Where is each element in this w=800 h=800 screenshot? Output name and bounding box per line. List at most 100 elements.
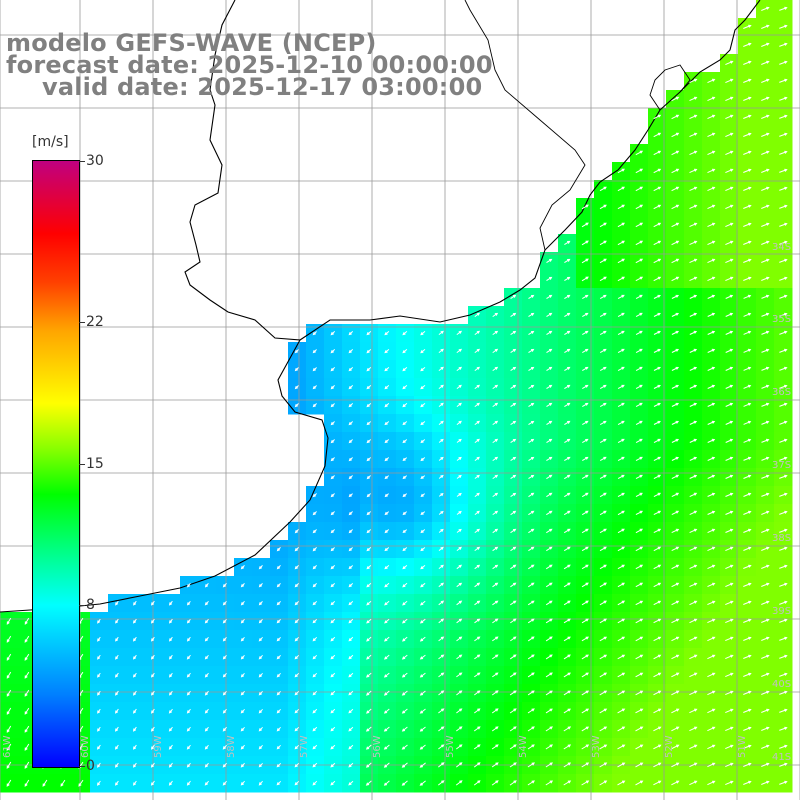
coastline-uruguay (299, 0, 761, 341)
wind-arrow (528, 384, 535, 390)
wind-arrow (402, 636, 408, 642)
wind-arrow (599, 294, 607, 300)
wind-arrow (492, 636, 499, 642)
wind-arrow (545, 744, 553, 750)
wind-arrow (420, 457, 426, 462)
wind-arrow (419, 726, 426, 732)
wind-arrow (689, 780, 698, 786)
wind-arrow (420, 565, 426, 570)
wind-arrow (258, 762, 263, 768)
wind-arrow (725, 582, 734, 588)
wind-arrow (276, 619, 281, 624)
wind-arrow (97, 672, 101, 678)
wind-arrow (258, 601, 263, 606)
wind-arrow (653, 528, 662, 534)
wind-arrow (420, 529, 426, 534)
wind-arrow (276, 672, 281, 678)
wind-arrow (725, 204, 734, 210)
wind-arrow (312, 547, 317, 552)
wind-arrow (492, 348, 499, 354)
wind-arrow (545, 726, 553, 732)
wind-arrow (635, 564, 644, 570)
wind-arrow (366, 547, 372, 552)
wind-arrow (330, 547, 335, 552)
wind-arrow (528, 564, 535, 570)
wind-arrow (725, 168, 734, 174)
wind-arrow (545, 636, 553, 642)
wind-arrow (96, 744, 101, 750)
wind-arrow (671, 654, 680, 660)
wind-arrow (365, 744, 372, 750)
latitude-label: 34S (772, 242, 791, 253)
wind-arrow (599, 474, 607, 480)
wind-arrow (545, 600, 553, 606)
wind-arrow (240, 600, 245, 606)
wind-arrow (527, 726, 535, 732)
wind-arrow (635, 744, 644, 750)
wind-arrow (222, 600, 227, 606)
wind-arrow (582, 366, 589, 372)
wind-arrow (653, 366, 661, 371)
wind-arrow (401, 744, 408, 750)
wind-arrow (725, 222, 734, 228)
wind-arrow (617, 528, 625, 534)
wind-arrow (402, 618, 408, 624)
wind-arrow (150, 780, 155, 786)
wind-arrow (186, 780, 191, 786)
wind-arrow (761, 6, 770, 11)
wind-arrow (725, 132, 734, 138)
wind-arrow (743, 42, 752, 47)
wind-arrow (438, 618, 445, 624)
latitude-label: 41S (772, 752, 791, 763)
wind-arrow (330, 744, 336, 750)
wind-arrow (761, 762, 770, 767)
wind-arrow (707, 654, 716, 660)
wind-arrow (420, 475, 426, 480)
wind-arrow (419, 654, 426, 660)
wind-arrow (635, 276, 644, 282)
wind-arrow (671, 420, 680, 425)
wind-arrow (599, 510, 607, 516)
wind-arrow (528, 420, 535, 426)
wind-arrow (653, 456, 662, 462)
wind-arrow (546, 294, 553, 300)
wind-arrow (402, 475, 408, 480)
wind-arrow (635, 204, 644, 210)
wind-arrow (599, 456, 607, 462)
wind-arrow (599, 402, 607, 408)
wind-arrow (563, 726, 572, 732)
wind-arrow (761, 456, 770, 461)
wind-arrow (617, 258, 625, 264)
colorbar-tick-label: 0 (86, 758, 95, 774)
wind-arrow (743, 762, 752, 767)
wind-arrow (564, 384, 571, 390)
wind-arrow (761, 420, 770, 425)
wind-arrow (420, 403, 426, 408)
wind-arrow (294, 780, 300, 786)
wind-arrow (761, 42, 770, 47)
wind-arrow (617, 330, 625, 336)
wind-arrow (617, 582, 625, 588)
wind-arrow (617, 384, 625, 390)
wind-arrow (545, 672, 553, 678)
wind-arrow (599, 654, 608, 660)
wind-arrow (24, 689, 30, 697)
wind-arrow (689, 276, 698, 282)
wind-arrow (420, 493, 426, 498)
wind-arrow (366, 367, 372, 372)
wind-arrow (653, 294, 661, 299)
wind-arrow (689, 420, 698, 425)
wind-arrow (186, 582, 191, 588)
wind-arrow (725, 78, 734, 84)
wind-arrow (366, 493, 371, 498)
wind-arrow (456, 600, 463, 606)
wind-arrow (491, 744, 499, 750)
colorbar-tick-mark (79, 322, 85, 324)
wind-arrow (168, 780, 173, 786)
wind-arrow (438, 402, 444, 407)
wind-arrow (582, 456, 589, 462)
colorbar-unit: [m/s] (32, 134, 69, 150)
wind-arrow (366, 529, 372, 534)
